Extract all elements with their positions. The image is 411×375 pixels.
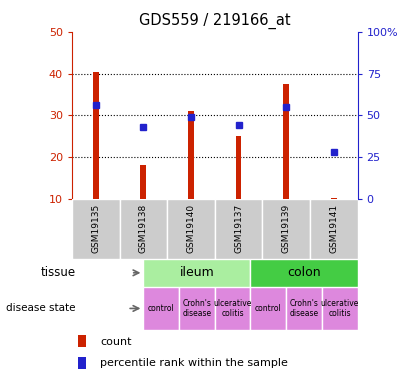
Text: GSM19135: GSM19135 (91, 204, 100, 254)
Bar (141, 165, 146, 199)
Bar (310, 199, 358, 259)
Text: control: control (148, 304, 175, 313)
Bar (322, 287, 358, 330)
Bar (167, 199, 215, 259)
Bar (215, 287, 250, 330)
Bar (143, 287, 179, 330)
Bar (250, 287, 286, 330)
Text: GSM19138: GSM19138 (139, 204, 148, 254)
Bar (78, 357, 85, 369)
Bar (188, 111, 194, 199)
Bar (236, 136, 241, 199)
Bar (72, 199, 120, 259)
Text: GSM19140: GSM19140 (187, 204, 196, 254)
Text: ulcerative
colitis: ulcerative colitis (213, 299, 252, 318)
Text: Crohn's
disease: Crohn's disease (289, 299, 319, 318)
Text: Crohn's
disease: Crohn's disease (182, 299, 211, 318)
Bar (283, 84, 289, 199)
Text: count: count (101, 337, 132, 346)
Bar (286, 287, 322, 330)
Bar (93, 72, 99, 199)
Bar (120, 199, 167, 259)
Bar (215, 199, 262, 259)
Text: percentile rank within the sample: percentile rank within the sample (101, 358, 289, 368)
Text: disease state: disease state (6, 303, 76, 313)
Bar (331, 198, 337, 199)
Text: tissue: tissue (40, 266, 76, 279)
Text: GSM19139: GSM19139 (282, 204, 291, 254)
Text: GSM19141: GSM19141 (329, 204, 338, 254)
Title: GDS559 / 219166_at: GDS559 / 219166_at (139, 13, 291, 29)
Text: GSM19137: GSM19137 (234, 204, 243, 254)
Text: colon: colon (287, 266, 321, 279)
Bar (179, 287, 215, 330)
Text: ulcerative
colitis: ulcerative colitis (321, 299, 359, 318)
Text: control: control (255, 304, 282, 313)
Bar (143, 259, 250, 287)
Bar (78, 335, 85, 347)
Bar (262, 199, 310, 259)
Text: ileum: ileum (180, 266, 214, 279)
Bar (250, 259, 358, 287)
